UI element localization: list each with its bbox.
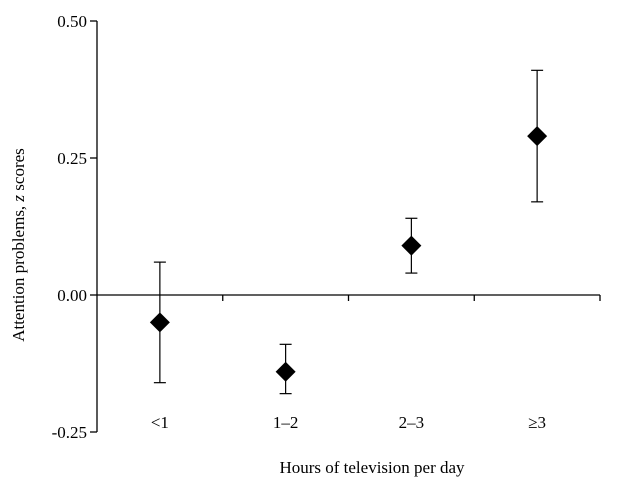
x-tick-label: 2–3	[399, 413, 425, 432]
y-tick-label: -0.25	[52, 423, 87, 442]
y-tick-label: 0.50	[57, 12, 87, 31]
x-tick-label: <1	[151, 413, 169, 432]
y-axis-title: Attention problems, z scores	[9, 148, 28, 342]
y-axis: -0.25 0.00 0.25 0.50	[52, 12, 98, 442]
x-axis: <1 1–2 2–3 ≥3	[97, 294, 601, 432]
data-point-diamond	[527, 126, 548, 147]
data-point-diamond	[275, 361, 296, 382]
x-axis-title: Hours of television per day	[279, 458, 465, 477]
data-points	[149, 126, 548, 382]
x-tick-label: ≥3	[528, 413, 546, 432]
error-bars	[153, 69, 544, 395]
x-tick-label: 1–2	[273, 413, 299, 432]
y-tick-label: 0.25	[57, 149, 87, 168]
data-point-diamond	[401, 235, 422, 256]
y-tick-label: 0.00	[57, 286, 87, 305]
data-point-diamond	[149, 312, 170, 333]
